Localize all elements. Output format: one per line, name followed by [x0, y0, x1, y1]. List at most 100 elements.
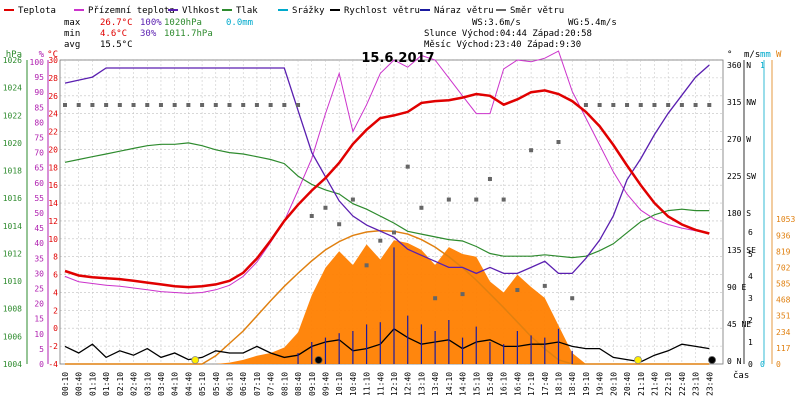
temperature-axis-tick: 30 — [48, 56, 58, 65]
x-tick: 21:40 — [650, 372, 659, 396]
pressure-axis-tick: 1022 — [3, 111, 22, 120]
sunset-marker — [634, 356, 642, 364]
x-tick: 05:10 — [198, 372, 207, 396]
wind-tick: 3 — [748, 294, 753, 303]
x-tick: 18:40 — [568, 372, 577, 396]
wind-dir-point — [337, 222, 342, 227]
wind-tick: 4 — [748, 272, 753, 281]
humidity-axis-tick: 30 — [34, 269, 44, 278]
wind-tick: 1 — [748, 338, 753, 347]
x-tick: 06:40 — [239, 372, 248, 396]
humidity-axis-tick: 25 — [34, 285, 44, 294]
wind-unit: m/s — [744, 50, 760, 60]
x-tick: 01:10 — [88, 372, 97, 396]
pressure-axis-tick: 1010 — [3, 277, 22, 286]
humidity-axis-tick: 85 — [34, 103, 44, 112]
x-tick: 02:40 — [130, 372, 139, 396]
pressure-axis-tick: 1018 — [3, 167, 22, 176]
wind-dir-point — [296, 103, 301, 107]
temperature-axis-tick: 14 — [48, 199, 58, 208]
x-tick: 12:10 — [390, 372, 399, 396]
wind-dir-point — [172, 103, 177, 107]
temperature-axis-tick: -2 — [48, 342, 58, 351]
stats-min-hum: 30% — [140, 29, 157, 39]
wind-dir-point — [446, 197, 451, 202]
humidity-axis-tick: 10 — [34, 330, 44, 339]
wind-dir-point — [117, 103, 122, 107]
temperature-axis-unit: °C — [47, 50, 58, 60]
humidity-axis-tick: 5 — [39, 345, 44, 354]
radiation-tick: 1053 — [776, 215, 795, 224]
wind-dir-point — [76, 103, 81, 107]
humidity-axis-tick: 40 — [34, 239, 44, 248]
sunrise-marker — [191, 356, 200, 364]
humidity-axis-tick: 15 — [34, 315, 44, 324]
wind-dir-point — [693, 103, 698, 107]
radiation-tick: 0 — [776, 360, 781, 369]
wind-dir-point — [474, 197, 479, 202]
legend-label: Teplota — [18, 6, 56, 16]
stats-avg-label: avg — [64, 40, 80, 50]
temperature-axis-tick: 4 — [53, 288, 58, 297]
stats-panel: max 26.7°C 100% 1020hPa 0.0mm min 4.6°C … — [64, 18, 617, 50]
temperature-axis-tick: 8 — [53, 253, 58, 262]
legend-label: Náraz větru — [434, 6, 494, 16]
x-tick: 03:40 — [157, 372, 166, 396]
wind-dir-point — [254, 103, 259, 107]
pressure-axis-tick: 1016 — [3, 194, 22, 203]
x-tick: 06:10 — [226, 372, 235, 396]
wind-dir-point — [707, 103, 712, 107]
temperature-axis-tick: 0 — [53, 324, 58, 333]
x-tick: 11:40 — [376, 372, 385, 396]
temperature-axis-tick: -4 — [48, 360, 58, 369]
pressure-line — [64, 142, 710, 259]
radiation-tick: 585 — [776, 280, 791, 289]
winddir-tick: 270 W — [727, 135, 751, 144]
pressure-axis-unit: hPa — [6, 50, 22, 60]
humidity-axis-tick: 65 — [34, 164, 44, 173]
wind-tick: 6 — [748, 228, 753, 237]
pressure-axis-tick: 1008 — [3, 305, 22, 314]
x-tick: 04:40 — [184, 372, 193, 396]
winddir-tick: 180 S — [727, 209, 751, 218]
x-tick: 04:10 — [171, 372, 180, 396]
wind-dir-point — [309, 214, 314, 218]
radiation-tick: 468 — [776, 296, 791, 305]
pressure-axis-tick: 1026 — [3, 56, 22, 65]
wind-dir-point — [158, 103, 163, 107]
pressure-axis-tick: 1020 — [3, 139, 22, 148]
radiation-tick: 351 — [776, 312, 791, 321]
wind-speed-line — [64, 327, 710, 363]
wind-dir-point — [350, 197, 355, 202]
x-tick: 16:10 — [500, 372, 509, 396]
wind-dir-point — [90, 103, 95, 107]
wind-dir-point — [583, 103, 588, 107]
stats-precip: 0.0mm — [226, 18, 253, 28]
wind-dir-point — [392, 230, 396, 235]
wind-dir-point — [131, 103, 136, 107]
wind-dir-point — [364, 263, 369, 268]
legend: Teplota Přízemní teplota Vlhkost Tlak Srážky… — [4, 6, 564, 16]
wind-dir-point — [405, 164, 410, 169]
temperature-axis-tick: 16 — [48, 181, 58, 190]
plot-area — [63, 50, 716, 365]
temperature-axis-tick: 10 — [48, 235, 58, 244]
x-tick: 19:10 — [582, 372, 591, 396]
wind-dir-point — [625, 103, 630, 107]
pressure-axis-tick: 1004 — [3, 360, 22, 369]
winddir-unit: ° — [727, 50, 732, 60]
wind-dir-point — [570, 296, 575, 301]
humidity-axis-tick: 60 — [34, 179, 44, 188]
wind-dir-point — [282, 103, 287, 107]
x-tick: 22:40 — [678, 372, 687, 396]
x-tick: 00:40 — [75, 372, 84, 396]
x-tick: 01:40 — [102, 372, 111, 396]
wind-dir-point — [323, 205, 328, 210]
radiation-tick: 702 — [776, 263, 791, 272]
radiation-tick: 117 — [776, 344, 791, 353]
x-tick: 22:10 — [664, 372, 673, 396]
wind-dir-point — [638, 103, 643, 107]
radiation-unit: W — [776, 50, 782, 60]
stats-max-hum: 100% — [140, 18, 162, 28]
x-tick: 09:40 — [321, 372, 330, 396]
